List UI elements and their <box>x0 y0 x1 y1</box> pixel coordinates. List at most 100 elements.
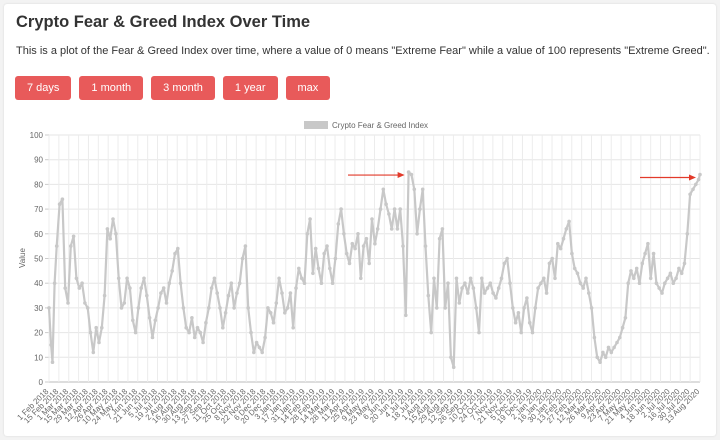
data-point <box>339 207 343 211</box>
data-point <box>527 320 532 325</box>
annotations-layer <box>348 172 696 181</box>
data-point <box>308 217 312 221</box>
data-point <box>694 182 698 187</box>
data-point <box>629 269 633 273</box>
data-point <box>477 330 481 335</box>
data-point <box>60 197 65 201</box>
data-point <box>682 261 687 266</box>
data-point <box>218 306 222 310</box>
data-point <box>302 281 307 286</box>
data-point <box>466 291 470 295</box>
range-3-month-button[interactable]: 3 month <box>151 76 215 100</box>
data-point <box>592 335 597 340</box>
data-point <box>319 281 324 286</box>
data-point <box>52 281 57 286</box>
data-point <box>643 251 647 256</box>
data-point <box>409 172 414 177</box>
data-point <box>536 286 540 290</box>
data-point <box>136 306 141 310</box>
data-point <box>488 281 493 286</box>
data-point <box>364 236 369 241</box>
data-point <box>173 251 177 256</box>
data-point <box>654 281 659 286</box>
data-point <box>147 316 152 320</box>
data-point <box>187 330 191 335</box>
data-point <box>111 217 115 221</box>
data-point <box>584 276 588 281</box>
data-point <box>260 350 265 355</box>
data-point <box>336 222 341 226</box>
y-tick-label: 90 <box>34 156 43 165</box>
range-buttons: 7 days 1 month 3 month 1 year max <box>15 76 331 100</box>
data-point <box>223 311 228 315</box>
data-point <box>550 256 554 261</box>
data-point <box>468 276 473 281</box>
y-tick-label: 100 <box>30 131 44 140</box>
data-point <box>215 291 219 295</box>
range-7-days-button[interactable]: 7 days <box>15 76 72 100</box>
data-point <box>525 296 529 300</box>
data-point <box>618 335 622 340</box>
range-max-button[interactable]: max <box>285 76 331 100</box>
data-point <box>268 311 273 315</box>
data-point <box>71 234 76 239</box>
data-point <box>598 360 602 365</box>
data-point <box>612 345 616 350</box>
data-point <box>212 276 217 281</box>
data-point <box>170 269 174 273</box>
data-point <box>542 276 546 281</box>
data-point <box>80 281 84 286</box>
data-point <box>131 318 135 323</box>
data-point <box>561 236 566 241</box>
data-point <box>601 350 605 355</box>
data-point <box>311 271 315 276</box>
data-point <box>356 232 360 236</box>
data-point <box>665 276 670 281</box>
data-point <box>235 291 239 295</box>
data-point <box>513 320 518 325</box>
data-point <box>384 202 388 206</box>
data-point <box>361 244 366 248</box>
data-point <box>454 276 459 281</box>
data-point <box>102 293 107 298</box>
data-point <box>688 192 692 197</box>
data-point <box>587 291 591 295</box>
data-point <box>204 320 208 325</box>
data-point <box>378 207 383 211</box>
data-point <box>125 276 129 281</box>
range-1-year-button[interactable]: 1 year <box>222 76 278 100</box>
legend-label: Crypto Fear & Greed Index <box>332 121 428 130</box>
data-point <box>184 325 188 330</box>
range-1-month-button[interactable]: 1 month <box>79 76 144 100</box>
data-point <box>263 335 267 340</box>
data-point <box>344 251 349 256</box>
data-point <box>77 286 82 290</box>
data-point <box>553 276 557 281</box>
data-point <box>398 207 403 211</box>
data-point <box>519 330 523 335</box>
data-point <box>373 241 377 246</box>
y-tick-label: 50 <box>34 255 43 264</box>
data-point <box>252 350 256 355</box>
data-point <box>460 286 464 290</box>
data-point <box>381 187 386 192</box>
data-point <box>499 276 504 281</box>
data-point <box>139 286 143 290</box>
data-point <box>392 207 397 211</box>
data-point <box>387 212 391 216</box>
data-point <box>539 281 543 286</box>
data-point <box>508 281 512 286</box>
data-point <box>648 276 653 281</box>
data-point <box>347 261 352 266</box>
data-point <box>522 306 526 310</box>
data-point <box>133 330 138 335</box>
y-tick-label: 70 <box>34 205 43 214</box>
data-point <box>100 325 104 330</box>
data-point <box>375 227 380 231</box>
data-point <box>283 311 287 315</box>
data-point <box>668 271 673 276</box>
data-point <box>333 256 338 261</box>
data-point <box>280 291 284 295</box>
data-point <box>463 281 467 286</box>
